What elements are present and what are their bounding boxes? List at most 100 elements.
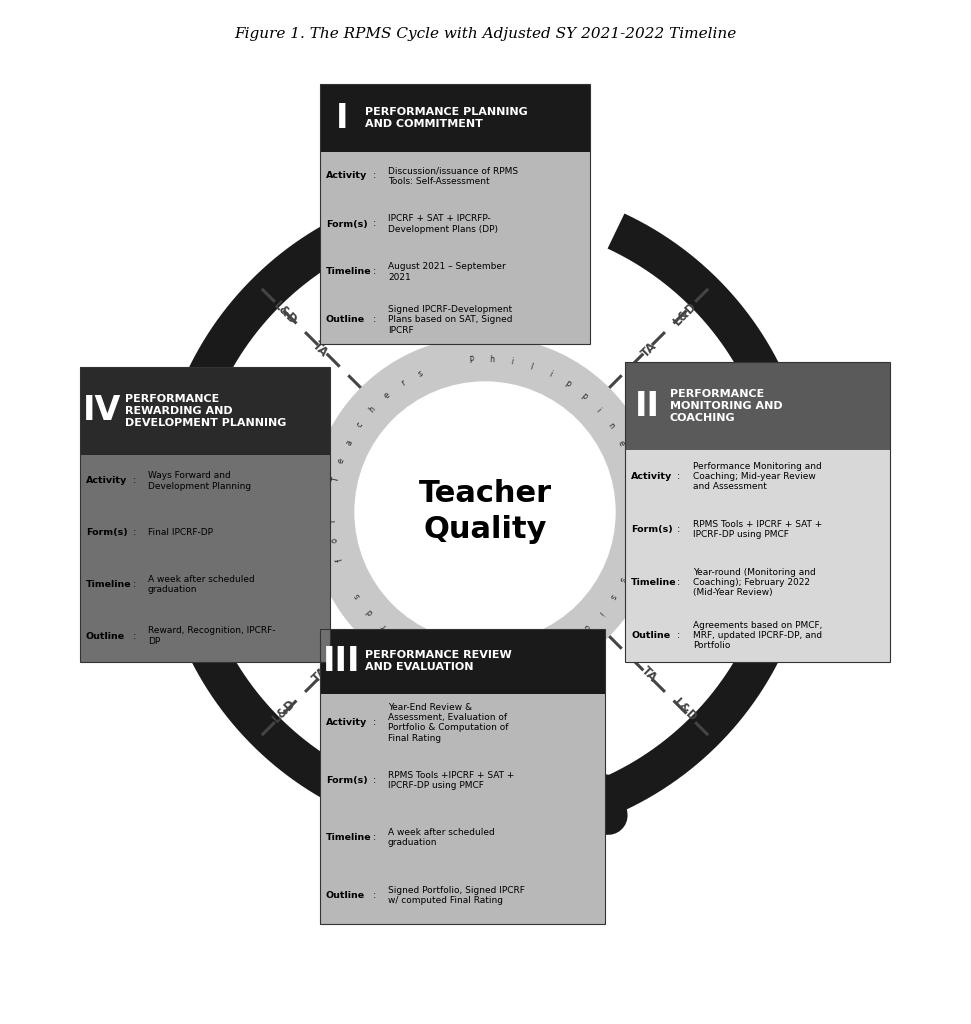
Bar: [320, 152, 590, 344]
Text: f: f: [630, 539, 640, 543]
Text: Preparation for Phase IV
Tools: Portfolio, IPCRF
PCRF-DP: Preparation for Phase IV Tools: Portfoli…: [130, 695, 220, 799]
Text: A week after scheduled
graduation: A week after scheduled graduation: [388, 828, 495, 848]
Text: Outline: Outline: [326, 891, 365, 900]
Text: Year-round (Monitoring and
Coaching); February 2022
(Mid-Year Review): Year-round (Monitoring and Coaching); Fe…: [693, 567, 816, 597]
Text: a: a: [549, 643, 557, 653]
Text: l: l: [529, 362, 534, 372]
Text: :: :: [678, 525, 681, 534]
Text: Quality: Quality: [423, 515, 547, 545]
Text: Performance Monitoring and
Coaching; Mid-year Review
and Assessment: Performance Monitoring and Coaching; Mid…: [693, 462, 821, 492]
Text: :: :: [372, 267, 376, 276]
Text: o: o: [330, 537, 340, 543]
Text: Year-End Review &
Assessment, Evaluation of
Portfolio & Computation of
Final Rat: Year-End Review & Assessment, Evaluation…: [388, 702, 509, 742]
Text: Portfolio Preparation
and Organization
Forms: COT-RPMS, Folio: Portfolio Preparation and Organization F…: [751, 696, 839, 798]
Bar: [320, 694, 605, 924]
Text: TA: TA: [310, 665, 331, 685]
Text: :: :: [678, 631, 681, 640]
Text: a: a: [345, 438, 354, 446]
Text: PERFORMANCE
MONITORING AND
COACHING: PERFORMANCE MONITORING AND COACHING: [670, 389, 783, 423]
Text: r: r: [380, 622, 387, 631]
Text: Activity: Activity: [326, 171, 367, 180]
Text: d: d: [364, 607, 375, 616]
Text: n: n: [606, 421, 616, 430]
Text: l: l: [531, 651, 537, 662]
Text: s: s: [607, 592, 618, 600]
Bar: [625, 362, 890, 662]
Text: Form(s): Form(s): [631, 525, 673, 534]
Text: PERFORMANCE
REWARDING AND
DEVELOPMENT PLANNING: PERFORMANCE REWARDING AND DEVELOPMENT PL…: [125, 394, 286, 428]
Text: :: :: [132, 580, 136, 589]
Text: Outline: Outline: [326, 315, 365, 325]
Bar: [80, 367, 330, 662]
Text: o: o: [633, 518, 642, 523]
Text: Timeline: Timeline: [326, 834, 372, 843]
Text: n: n: [431, 651, 439, 662]
Text: p: p: [579, 391, 588, 400]
Text: e: e: [624, 556, 635, 564]
Bar: [625, 450, 890, 662]
Text: Reward, Recognition, IPCRF-
DP: Reward, Recognition, IPCRF- DP: [148, 627, 276, 646]
Text: Final IPCRF-DP: Final IPCRF-DP: [148, 528, 213, 538]
Text: Outline: Outline: [631, 631, 670, 640]
Text: :: :: [372, 171, 376, 180]
Text: T: T: [331, 477, 341, 483]
Text: TA: TA: [639, 339, 660, 359]
Text: s: s: [618, 574, 627, 583]
Text: Form(s): Form(s): [326, 219, 368, 228]
Text: h: h: [367, 404, 378, 414]
Bar: [320, 84, 590, 152]
Text: Timeline: Timeline: [326, 267, 372, 276]
Text: August 2021 – September
2021: August 2021 – September 2021: [388, 262, 506, 282]
Text: :: :: [372, 834, 376, 843]
Text: :: :: [132, 476, 136, 485]
Text: IV: IV: [83, 394, 121, 427]
Text: RPMS Tools + IPCRF + SAT +
IPCRF-DP using PMCF: RPMS Tools + IPCRF + SAT + IPCRF-DP usin…: [693, 520, 822, 540]
Text: Figure 1. The RPMS Cycle with Adjusted SY 2021-2022 Timeline: Figure 1. The RPMS Cycle with Adjusted S…: [234, 27, 736, 41]
Text: :: :: [678, 472, 681, 481]
Text: Signed Portfolio, Signed IPCRF
w/ computed Final Rating: Signed Portfolio, Signed IPCRF w/ comput…: [388, 886, 525, 905]
Text: Signed IPCRF-Development
Plans based on SAT, Signed
IPCRF: Signed IPCRF-Development Plans based on …: [388, 305, 513, 335]
Text: e: e: [382, 390, 391, 400]
Text: II: II: [634, 389, 659, 423]
Text: Portfolio Preparation
and Organization
Forms: COT-RPMS, Portfolio: Portfolio Preparation and Organization F…: [743, 216, 848, 338]
Text: o: o: [581, 622, 590, 632]
Text: a: a: [452, 656, 458, 667]
Text: :: :: [372, 315, 376, 325]
Text: p: p: [563, 379, 572, 389]
Text: d: d: [413, 643, 421, 653]
Bar: [320, 84, 590, 344]
Text: :: :: [678, 578, 681, 587]
Text: RPMS Tools +IPCRF + SAT +
IPCRF-DP using PMCF: RPMS Tools +IPCRF + SAT + IPCRF-DP using…: [388, 770, 515, 790]
Text: Ways Forward and
Development Planning: Ways Forward and Development Planning: [148, 471, 251, 490]
Text: i: i: [596, 608, 604, 615]
Text: III: III: [323, 645, 361, 678]
Text: f: f: [335, 557, 345, 562]
Text: a: a: [395, 633, 404, 643]
Text: Activity: Activity: [326, 718, 367, 727]
Text: h: h: [489, 355, 494, 365]
Text: Portfolio Preparation
and Organization
for the next cycle: Portfolio Preparation and Organization f…: [132, 227, 218, 327]
Text: c: c: [354, 421, 365, 429]
Bar: [80, 367, 330, 455]
Text: Timeline: Timeline: [86, 580, 132, 589]
Text: r: r: [328, 518, 337, 522]
Text: A week after scheduled
graduation: A week after scheduled graduation: [148, 574, 254, 594]
Text: Form(s): Form(s): [326, 776, 368, 784]
Text: r: r: [399, 379, 407, 388]
Text: Teacher: Teacher: [419, 479, 552, 509]
Text: n: n: [565, 634, 575, 644]
Text: PERFORMANCE REVIEW
AND EVALUATION: PERFORMANCE REVIEW AND EVALUATION: [365, 650, 512, 673]
Text: :: :: [372, 891, 376, 900]
Text: s: s: [417, 369, 424, 379]
Circle shape: [310, 337, 660, 687]
Text: Timeline: Timeline: [631, 578, 677, 587]
Text: Discussion/issuance of RPMS
Tools: Self-Assessment: Discussion/issuance of RPMS Tools: Self-…: [388, 166, 519, 185]
Text: r: r: [632, 499, 642, 503]
Text: i: i: [594, 406, 602, 414]
Bar: [625, 362, 890, 450]
Text: L&D: L&D: [671, 299, 700, 328]
Text: TA: TA: [639, 665, 660, 685]
Text: I: I: [336, 101, 349, 134]
Circle shape: [355, 382, 615, 642]
Text: :: :: [132, 632, 136, 641]
